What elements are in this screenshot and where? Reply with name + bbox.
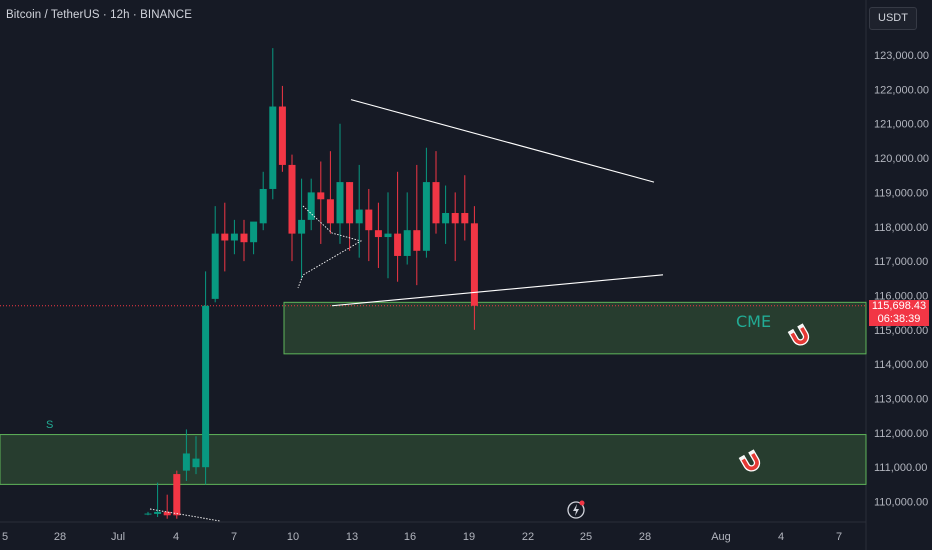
y-tick-label: 113,000.00	[874, 394, 928, 406]
x-tick-label: 10	[287, 531, 299, 543]
candle-body	[384, 233, 392, 238]
candle-body	[259, 188, 267, 224]
cme-zone	[283, 301, 867, 355]
y-tick-label: 117,000.00	[874, 256, 928, 268]
trendline	[350, 99, 655, 183]
y-tick-label: 122,000.00	[874, 84, 929, 96]
candle-body	[202, 305, 210, 468]
candle-body	[298, 219, 306, 234]
candle-body	[317, 192, 325, 200]
cme-label: CME	[736, 312, 771, 331]
y-tick-label: 119,000.00	[874, 187, 928, 199]
candle-body	[442, 213, 450, 224]
y-tick-label: 112,000.00	[874, 428, 928, 440]
candle-body	[211, 233, 219, 299]
x-tick-label: 28	[54, 531, 66, 543]
dotted-line	[149, 508, 221, 522]
y-tick-label: 114,000.00	[874, 359, 928, 371]
x-tick-label: 19	[463, 531, 475, 543]
candle-body	[432, 182, 440, 224]
candle-body	[250, 221, 258, 243]
currency-selector[interactable]: USDT	[869, 7, 917, 30]
candle-body	[173, 474, 181, 516]
magnet-icon	[738, 449, 761, 472]
candle-body	[451, 213, 459, 224]
y-tick-label: 120,000.00	[874, 153, 929, 165]
y-tick-label: 118,000.00	[874, 222, 928, 234]
candle-body	[394, 233, 402, 256]
candle-body	[422, 182, 430, 251]
y-tick-label: 115,000.00	[874, 325, 928, 337]
y-tick-label: 110,000.00	[874, 497, 928, 509]
candle-body	[307, 192, 315, 220]
last-price-label: 115,698.43	[869, 300, 929, 313]
candle-body	[182, 453, 190, 471]
candle-body	[374, 230, 382, 238]
support-label: S	[46, 419, 53, 431]
support-zone	[0, 434, 867, 485]
x-tick-label: 4	[778, 531, 784, 543]
candle-body	[288, 164, 296, 234]
candle-body	[413, 230, 421, 251]
x-tick-label: 13	[346, 531, 358, 543]
x-tick-label: 4	[173, 531, 179, 543]
y-tick-label: 116,000.00	[874, 290, 928, 302]
magnet-icon	[787, 323, 810, 346]
candle-body	[470, 223, 478, 306]
candle-body	[192, 458, 200, 468]
x-tick-label: 16	[404, 531, 416, 543]
countdown-label: 06:38:39	[869, 313, 929, 326]
x-tick-label: 25	[580, 531, 592, 543]
candle-body	[365, 209, 373, 231]
x-tick-label: 22	[522, 531, 534, 543]
candle-body	[221, 233, 229, 241]
candle-body	[326, 199, 334, 224]
x-tick-label: Jul	[111, 531, 125, 543]
y-tick-label: 123,000.00	[874, 50, 929, 62]
x-tick-label: Aug	[711, 531, 731, 543]
symbol-title[interactable]: Bitcoin / TetherUS · 12h · BINANCE	[6, 9, 192, 21]
x-tick-label: 28	[639, 531, 651, 543]
x-tick-label: 7	[836, 531, 842, 543]
candle-body	[461, 213, 469, 224]
candle-body	[240, 233, 248, 243]
candle-body	[163, 511, 171, 516]
trendline	[331, 274, 664, 307]
candle-body	[346, 182, 354, 224]
candle-body	[403, 230, 411, 256]
y-tick-label: 111,000.00	[874, 462, 927, 474]
x-tick-label: 7	[231, 531, 237, 543]
candle-body	[230, 233, 238, 241]
x-tick-label: 5	[2, 531, 8, 543]
candle-body	[278, 106, 286, 165]
candle-body	[336, 182, 344, 224]
candle-body	[144, 513, 152, 515]
pennant-drawing	[297, 205, 363, 289]
lightning-icon[interactable]	[567, 500, 585, 519]
candle-body	[355, 209, 363, 224]
candle-body	[269, 106, 277, 189]
candle-body	[154, 511, 162, 514]
y-tick-label: 121,000.00	[874, 119, 929, 131]
